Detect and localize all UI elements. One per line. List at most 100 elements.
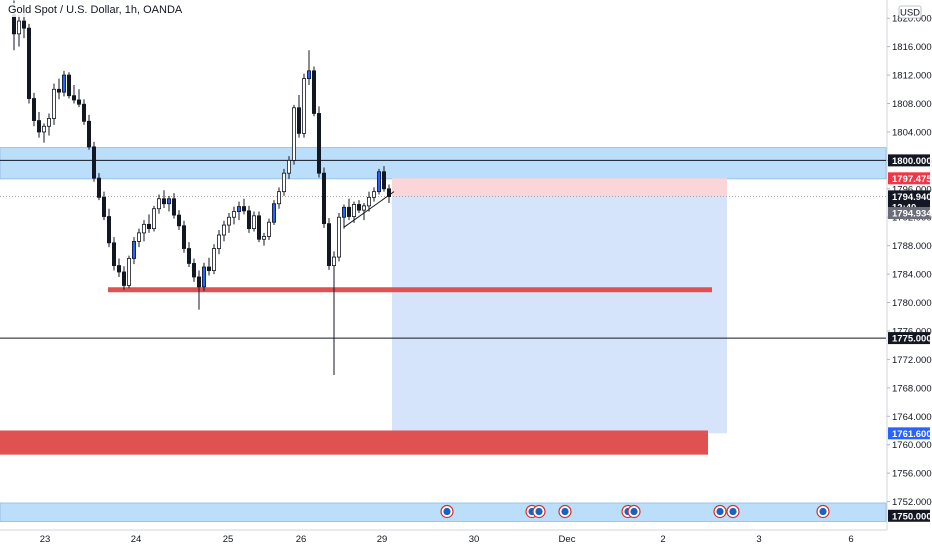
candle: [226, 212, 231, 233]
candle: [351, 201, 356, 223]
candle-body: [381, 171, 386, 190]
candle-body: [231, 211, 236, 218]
candle-body: [107, 216, 112, 244]
price-tick-label: 1784.000: [892, 270, 932, 281]
support-price-tag-bg: [888, 332, 930, 345]
currency-badge-label: USD: [900, 8, 920, 19]
candle-body: [251, 215, 256, 230]
candle-body: [326, 223, 331, 266]
candle-body: [166, 198, 171, 205]
candle-body: [26, 27, 31, 99]
entry-price-tag: 1794.934: [892, 208, 932, 219]
candle: [72, 85, 77, 104]
candle-body: [276, 191, 281, 205]
target-bar: [0, 430, 708, 455]
time-tick-label: 3: [756, 534, 761, 545]
candle-body: [321, 172, 326, 225]
candle-body: [191, 263, 196, 278]
candle-body: [42, 125, 47, 133]
candle-body: [82, 103, 87, 122]
candle: [231, 206, 236, 225]
price-tick-label: 1780.000: [892, 298, 932, 309]
candle: [107, 208, 112, 248]
price-tick-label: 1812.000: [892, 71, 932, 82]
price-tick-label: 1804.000: [892, 127, 932, 138]
us-flag-center: [716, 507, 724, 516]
price-tick-label: 1816.000: [892, 42, 932, 53]
candle: [261, 232, 266, 246]
candle: [171, 193, 176, 219]
candle-body: [256, 215, 261, 240]
price-tick-label: 1768.000: [892, 383, 932, 394]
candle: [386, 184, 391, 204]
candle-body: [306, 70, 311, 80]
time-tick-label: 24: [131, 534, 142, 545]
candle-body: [361, 205, 366, 211]
candle-body: [136, 232, 141, 242]
candle-body: [286, 159, 291, 174]
candle-body: [291, 107, 296, 161]
rising-trendline: [343, 191, 395, 228]
entry-price-tag-bg: [888, 206, 930, 219]
candle: [376, 168, 381, 195]
candle: [196, 270, 201, 310]
price-tick-label: 1808.000: [892, 99, 932, 110]
price-tick-label: 1776.000: [892, 326, 932, 337]
candle: [276, 187, 281, 209]
candle-body: [127, 258, 132, 286]
price-tick-label: 1788.000: [892, 241, 932, 252]
candle: [381, 166, 386, 192]
us-flag-icon: [558, 504, 572, 519]
candle-body: [87, 120, 92, 148]
candle-body: [376, 171, 381, 193]
us-flag-icon: [532, 504, 546, 519]
candle-body: [366, 196, 371, 207]
time-tick-label: 6: [848, 534, 853, 545]
candle-body: [62, 74, 67, 93]
candle-body: [146, 223, 151, 230]
candle-body: [72, 95, 77, 101]
candle-body: [196, 276, 201, 288]
candle-body: [122, 271, 127, 286]
candle-body: [156, 198, 161, 210]
candle: [112, 237, 117, 271]
candle-body: [346, 206, 351, 217]
candle: [331, 251, 336, 376]
candle: [57, 78, 62, 100]
candle: [256, 211, 261, 243]
candle: [141, 220, 146, 242]
us-flag-center: [729, 507, 737, 516]
candle: [176, 210, 181, 231]
candle: [201, 262, 206, 292]
candle-body: [356, 204, 361, 211]
candle: [221, 220, 226, 242]
candle-body: [21, 20, 26, 29]
time-tick-label: 23: [40, 534, 51, 545]
candle-body: [161, 198, 166, 205]
candle-body: [271, 203, 276, 223]
candle-body: [11, 14, 16, 35]
candle: [371, 187, 376, 202]
candle-body: [211, 248, 216, 271]
candle: [346, 198, 351, 221]
candle: [321, 167, 326, 228]
support-price-tag: 1775.000: [892, 334, 932, 345]
candle: [166, 195, 171, 212]
candle: [117, 258, 122, 277]
candle-body: [316, 113, 321, 174]
candle: [306, 50, 311, 86]
candle-body: [206, 266, 211, 271]
candle-body: [47, 118, 52, 127]
candle: [156, 194, 161, 214]
candle-body: [77, 99, 82, 105]
time-tick-label: 2: [660, 534, 665, 545]
candle-body: [37, 120, 42, 133]
candle-body: [266, 221, 271, 237]
candle: [236, 201, 241, 221]
time-tick-label: 30: [469, 534, 480, 545]
us-flag-icon: [627, 504, 641, 519]
target-price-tag-bg: [888, 427, 930, 440]
candle: [16, 15, 21, 47]
candle-body: [311, 70, 316, 114]
